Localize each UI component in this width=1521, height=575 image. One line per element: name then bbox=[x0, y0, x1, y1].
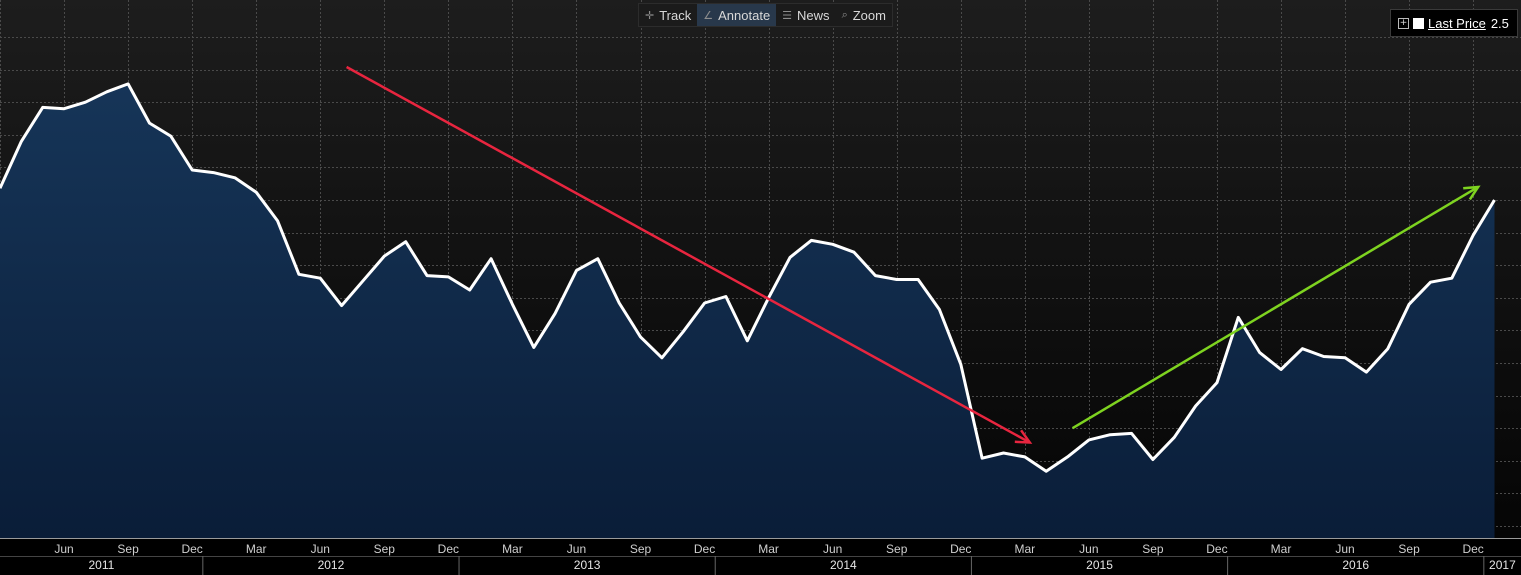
news-button[interactable]: ☰ News bbox=[776, 4, 835, 26]
magnifier-icon: ⌕ bbox=[841, 8, 848, 21]
x-tick-label: Jun bbox=[1079, 542, 1098, 556]
year-label-2014: 2014 bbox=[830, 558, 857, 572]
x-tick-label: Sep bbox=[1398, 542, 1420, 556]
x-tick-label: Sep bbox=[886, 542, 908, 556]
annotate-button[interactable]: ∠ Annotate bbox=[697, 4, 777, 26]
annotation-arrow-up[interactable] bbox=[1071, 185, 1481, 430]
x-tick-label: Dec bbox=[181, 542, 202, 556]
x-tick-label: Sep bbox=[630, 542, 652, 556]
x-tick-label: Jun bbox=[311, 542, 330, 556]
track-button[interactable]: ✛ Track bbox=[639, 4, 697, 26]
legend-series-label[interactable]: Last Price bbox=[1428, 15, 1486, 31]
x-tick-label: Mar bbox=[502, 542, 523, 556]
x-tick-label: Dec bbox=[694, 542, 715, 556]
series-line-last-price bbox=[0, 82, 1496, 473]
x-tick-label: Dec bbox=[438, 542, 459, 556]
legend-swatch bbox=[1413, 17, 1424, 29]
legend-series-value: 2.5 bbox=[1490, 15, 1509, 31]
x-tick-labels: Jun Sep Dec Mar Jun Sep Dec Mar Jun Sep Dec Mar Jun S… bbox=[54, 542, 1483, 556]
x-tick-label: Sep bbox=[117, 542, 139, 556]
crosshair-icon: ✛ bbox=[645, 8, 655, 22]
zoom-button[interactable]: ⌕ Zoom bbox=[836, 4, 892, 26]
annotation-arrow-down[interactable] bbox=[345, 65, 1033, 444]
x-tick-label: Jun bbox=[54, 542, 73, 556]
year-labels: 2011 2012 2013 2014 2015 2016 2017 bbox=[89, 556, 1516, 575]
x-tick-label: Jun bbox=[1335, 542, 1354, 556]
arrow-shaft bbox=[1071, 185, 1479, 430]
x-tick-label: Jun bbox=[823, 542, 842, 556]
arrow-head bbox=[1463, 185, 1481, 201]
x-tick-label: Mar bbox=[758, 542, 779, 556]
year-label-2012: 2012 bbox=[318, 558, 345, 572]
year-label-2017: 2017 bbox=[1489, 558, 1516, 572]
x-tick-label: Dec bbox=[950, 542, 971, 556]
news-label: News bbox=[797, 7, 830, 23]
annotation-layer[interactable] bbox=[345, 65, 1481, 444]
year-label-2011: 2011 bbox=[89, 558, 115, 572]
x-tick-label: Mar bbox=[246, 542, 267, 556]
x-tick-label: Sep bbox=[1142, 542, 1164, 556]
annotate-label: Annotate bbox=[718, 7, 771, 23]
arrow-head bbox=[1014, 429, 1033, 444]
x-tick-label: Jun bbox=[567, 542, 586, 556]
chart-toolbar: ✛ Track ∠ Annotate ☰ News ⌕ Zoom bbox=[638, 3, 893, 27]
pencil-icon: ∠ bbox=[703, 8, 714, 22]
expand-legend-icon[interactable]: + bbox=[1398, 17, 1409, 29]
zoom-label: Zoom bbox=[852, 7, 886, 23]
year-label-2015: 2015 bbox=[1086, 558, 1113, 572]
year-label-2013: 2013 bbox=[574, 558, 601, 572]
news-icon: ☰ bbox=[782, 8, 793, 22]
x-tick-label: Sep bbox=[374, 542, 396, 556]
arrow-shaft bbox=[345, 65, 1031, 444]
x-tick-label: Mar bbox=[1271, 542, 1292, 556]
x-tick-label: Mar bbox=[1014, 542, 1035, 556]
track-label: Track bbox=[659, 7, 692, 23]
x-tick-label: Dec bbox=[1206, 542, 1227, 556]
year-label-2016: 2016 bbox=[1342, 558, 1369, 572]
chart-legend: + Last Price 2.5 bbox=[1390, 9, 1518, 37]
series-area bbox=[0, 83, 1495, 539]
x-tick-label: Dec bbox=[1462, 542, 1483, 556]
